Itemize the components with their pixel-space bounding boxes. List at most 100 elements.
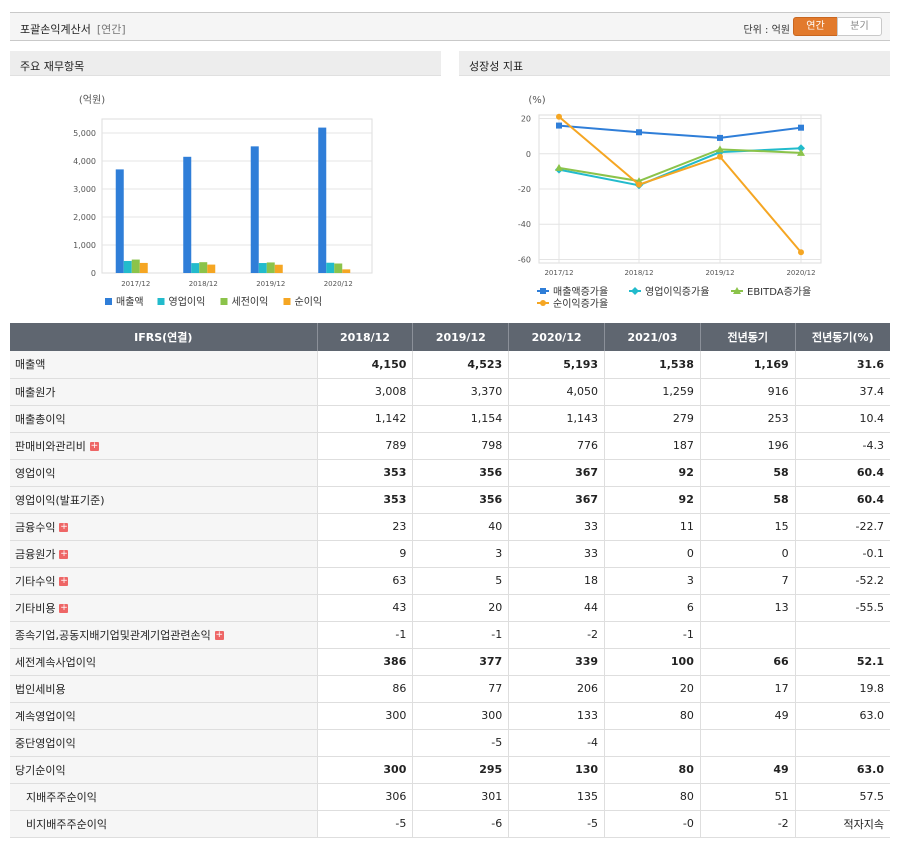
y-tick-label: -40 <box>518 220 531 229</box>
expand-icon[interactable]: + <box>59 522 69 532</box>
table-cell: 20 <box>604 675 701 703</box>
point <box>636 181 642 188</box>
legend-swatch <box>157 298 165 305</box>
annual-toggle-button[interactable]: 연간 <box>793 17 838 36</box>
table-cell: 253 <box>700 405 796 433</box>
plot-area <box>101 118 373 274</box>
table-cell: 43 <box>317 594 414 622</box>
table-cell: 3 <box>412 540 510 568</box>
bar-1 <box>115 169 124 273</box>
table-cell: 적자지속 <box>795 810 890 838</box>
table-cell: 353 <box>317 458 414 487</box>
series-1 <box>556 122 804 141</box>
row-label-text: 금융수익 <box>15 520 56 534</box>
series-line <box>558 115 802 253</box>
legend-label: 매출액증가율 <box>553 286 608 298</box>
row-label[interactable]: 판매비와관리비 + <box>10 432 318 460</box>
point <box>556 113 562 120</box>
expand-icon[interactable]: + <box>214 630 224 640</box>
row-label[interactable]: 기타비용 + <box>10 594 318 622</box>
row-label[interactable]: 금융수익 + <box>10 513 318 541</box>
table-cell: 356 <box>412 458 510 487</box>
table-row: 매출총이익 1,142 1,154 1,143 279 253 10.4 <box>10 405 890 433</box>
table-cell: -1 <box>317 621 414 649</box>
table-cell: 44 <box>508 594 606 622</box>
bar-2 <box>326 262 335 273</box>
financial-table: IFRS(연결) 2018/12 2019/12 2020/12 2021/03 전년동기… <box>10 323 890 838</box>
table-cell: 4,050 <box>508 378 606 406</box>
table-cell: 10.4 <box>795 405 890 433</box>
table-cell <box>795 729 890 757</box>
table-cell: 11 <box>604 513 701 541</box>
table-cell: 92 <box>604 458 701 487</box>
right-panel-title: 성장성 지표 <box>459 51 890 76</box>
bar-1 <box>250 146 259 273</box>
table-cell: 356 <box>412 486 510 514</box>
legend-label: 순이익 <box>295 296 323 308</box>
table-cell: 798 <box>412 432 510 460</box>
table-cell <box>317 729 414 757</box>
bar-1 <box>318 127 327 273</box>
point <box>540 288 546 294</box>
column-header: 2021/03 <box>604 323 701 351</box>
series-line <box>558 148 802 183</box>
legend-swatch <box>283 298 291 305</box>
financial-items-bar-chart: (억원) 0 1,000 2,000 3,000 4,000 5,000 2017/12 201… <box>73 94 373 308</box>
bar-2 <box>123 260 132 273</box>
row-label[interactable]: 금융원가 + <box>10 540 318 568</box>
expand-icon[interactable]: + <box>59 549 69 559</box>
y-tick-label: 0 <box>91 269 96 278</box>
table-cell: 100 <box>604 647 701 676</box>
table-cell <box>700 621 796 649</box>
row-label: 영업이익 <box>10 458 318 487</box>
bar-3 <box>266 262 275 273</box>
row-label-text: 지배주주순이익 <box>26 790 97 804</box>
y-tick-label: 3,000 <box>73 185 96 194</box>
row-label-text: 영업이익 <box>15 466 56 480</box>
legend-swatch <box>220 298 228 305</box>
point <box>717 153 723 160</box>
row-label[interactable]: 기타수익 + <box>10 567 318 595</box>
table-cell: 196 <box>700 432 796 460</box>
table-cell: 63.0 <box>795 702 890 730</box>
table-cell: 60.4 <box>795 486 890 514</box>
expand-icon[interactable]: + <box>59 603 69 613</box>
legend-label: 영업이익 <box>169 295 206 308</box>
table-cell: 6 <box>604 594 701 622</box>
row-label: 매출원가 <box>10 378 318 406</box>
table-row: 당기순이익 300 295 130 80 49 63.0 <box>10 755 890 784</box>
legend-label: 영업이익증가율 <box>645 285 709 298</box>
legend-swatch <box>105 298 112 305</box>
expand-icon[interactable]: + <box>89 441 99 451</box>
row-label-text: 금융원가 <box>15 547 56 561</box>
expand-icon[interactable]: + <box>59 576 69 586</box>
table-cell: 92 <box>604 486 701 514</box>
quarter-toggle-button[interactable]: 분기 <box>837 17 882 36</box>
table-row: 계속영업이익 300 300 133 80 49 63.0 <box>10 702 890 730</box>
point <box>631 287 639 295</box>
x-tick-label: 2018/12 <box>189 280 218 288</box>
table-cell: 80 <box>604 702 701 730</box>
bar-2 <box>191 263 200 273</box>
y-axis-unit: (%) <box>528 95 545 106</box>
row-label-text: 세전계속사업이익 <box>15 655 96 669</box>
row-label[interactable]: 종속기업,공동지배기업및관계기업관련손익 + <box>10 621 318 649</box>
table-cell: 40 <box>412 513 510 541</box>
bar-4 <box>207 264 216 273</box>
unit-label: 단위 : 억원 <box>743 25 790 36</box>
legend-marker <box>540 288 546 294</box>
series-4 <box>556 113 804 256</box>
table-cell: -5 <box>508 810 606 838</box>
x-tick-label: 2017/12 <box>544 269 573 277</box>
table-cell: 133 <box>508 702 606 730</box>
legend-label: 순이익증가율 <box>553 298 608 310</box>
column-header: 2018/12 <box>317 323 414 351</box>
table-cell: 19.8 <box>795 675 890 703</box>
row-label: 세전계속사업이익 <box>10 647 318 676</box>
x-tick-label: 2019/12 <box>705 269 734 277</box>
row-label: 계속영업이익 <box>10 702 318 730</box>
table-cell: 86 <box>317 675 414 703</box>
table-cell: 386 <box>317 647 414 676</box>
row-label: 중단영업이익 <box>10 729 318 757</box>
row-label-text: 기타비용 <box>15 601 56 615</box>
